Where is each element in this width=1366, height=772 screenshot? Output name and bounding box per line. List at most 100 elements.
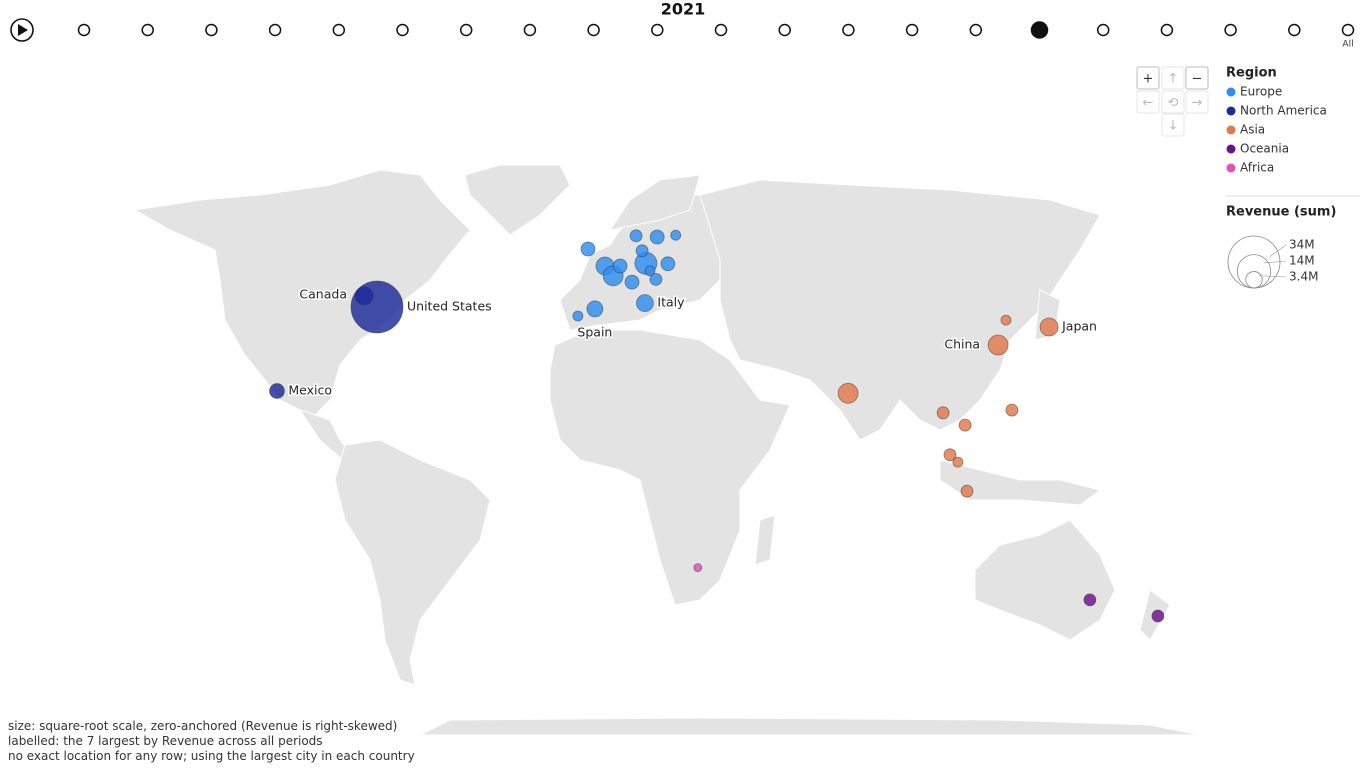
timeline-step[interactable] bbox=[1288, 23, 1301, 37]
legend-label: Asia bbox=[1240, 123, 1265, 137]
bubble[interactable] bbox=[649, 272, 663, 286]
timeline-step[interactable] bbox=[332, 23, 346, 37]
legend-swatch bbox=[1226, 144, 1236, 154]
timeline-step[interactable] bbox=[1224, 23, 1237, 37]
bubble[interactable] bbox=[1005, 403, 1019, 417]
bubble[interactable] bbox=[936, 406, 950, 420]
timeline-step[interactable] bbox=[905, 23, 919, 37]
zoom-controls: + ↑ − ← ⟲ → ↓ bbox=[1136, 66, 1209, 137]
size-legend-leader bbox=[1258, 275, 1287, 278]
bubble[interactable] bbox=[958, 418, 972, 432]
bubble[interactable] bbox=[624, 274, 640, 290]
bubble[interactable] bbox=[1000, 314, 1012, 326]
control-icon: ↓ bbox=[1168, 119, 1179, 134]
timeline-step[interactable] bbox=[587, 23, 600, 37]
control-icon: ← bbox=[1143, 96, 1154, 111]
control-icon: ↑ bbox=[1168, 72, 1179, 87]
legend: Europe North America Asia Oceania Africa bbox=[1226, 85, 1327, 175]
legend-label: Africa bbox=[1240, 161, 1274, 175]
legend-swatch bbox=[1226, 125, 1236, 135]
bubble[interactable] bbox=[1039, 317, 1059, 337]
bubble[interactable] bbox=[612, 258, 628, 274]
land bbox=[754, 514, 776, 566]
timeline-step[interactable] bbox=[1160, 23, 1174, 37]
bubble[interactable] bbox=[960, 484, 974, 498]
timeline-step[interactable] bbox=[205, 23, 218, 37]
control-button[interactable] bbox=[1136, 90, 1160, 114]
timeline-step[interactable] bbox=[1096, 23, 1110, 37]
bubble-label: Canada bbox=[299, 286, 347, 301]
timeline-step[interactable] bbox=[842, 23, 855, 37]
timeline-step[interactable] bbox=[1030, 21, 1049, 39]
timeline-step[interactable] bbox=[714, 23, 728, 37]
control-button[interactable] bbox=[1185, 90, 1209, 114]
bubble-label: Spain bbox=[577, 324, 612, 339]
size-legend-label: 14M bbox=[1289, 254, 1315, 268]
bubble[interactable] bbox=[354, 286, 374, 306]
bubble-label: Mexico bbox=[288, 383, 332, 398]
control-button[interactable] bbox=[1161, 113, 1185, 137]
control-button[interactable] bbox=[1136, 66, 1160, 90]
basemap bbox=[133, 164, 1201, 736]
legend-swatch bbox=[1226, 163, 1236, 173]
timeline-step[interactable] bbox=[969, 23, 983, 37]
size-legend-leader bbox=[1269, 244, 1287, 258]
land bbox=[549, 329, 791, 606]
note: size: square-root scale, zero-anchored (… bbox=[8, 719, 397, 733]
bubble[interactable] bbox=[837, 382, 859, 404]
timeline-step[interactable] bbox=[1341, 23, 1355, 37]
bubble[interactable] bbox=[1151, 609, 1165, 623]
control-button[interactable] bbox=[1161, 66, 1185, 90]
control-icon: ⟲ bbox=[1168, 96, 1179, 111]
bubble[interactable] bbox=[649, 229, 665, 245]
control-icon: − bbox=[1192, 72, 1203, 87]
timeline-step[interactable] bbox=[396, 23, 409, 37]
bubble[interactable] bbox=[572, 310, 584, 322]
bubble[interactable] bbox=[635, 244, 649, 258]
timeline-step[interactable] bbox=[778, 23, 791, 37]
size-legend-circle bbox=[1245, 271, 1263, 289]
legend-label: North America bbox=[1240, 104, 1327, 118]
bubble[interactable] bbox=[952, 456, 964, 468]
bubble[interactable] bbox=[644, 265, 656, 277]
bubble-label: United States bbox=[407, 299, 492, 314]
size-legend-label: 34M bbox=[1289, 238, 1315, 252]
bubble[interactable] bbox=[670, 229, 682, 241]
timeline-current: 2021 bbox=[661, 0, 706, 19]
timeline-step[interactable] bbox=[268, 23, 282, 37]
land bbox=[974, 519, 1116, 641]
bubble-label: Italy bbox=[657, 295, 685, 310]
note: labelled: the 7 largest by Revenue acros… bbox=[8, 734, 323, 748]
bubble-label: China bbox=[944, 337, 980, 352]
size-legend: 34M 14M 3.4M bbox=[1227, 235, 1318, 289]
control-button[interactable] bbox=[1185, 66, 1209, 90]
land bbox=[464, 164, 571, 236]
bubble[interactable] bbox=[1083, 593, 1097, 607]
bubble[interactable] bbox=[987, 334, 1009, 356]
timeline-step[interactable] bbox=[141, 23, 154, 37]
timeline bbox=[77, 21, 1355, 39]
play-button[interactable] bbox=[10, 18, 34, 42]
bubble[interactable] bbox=[943, 448, 957, 462]
timeline-step[interactable] bbox=[651, 23, 664, 37]
note: no exact location for any row; using the… bbox=[8, 749, 415, 763]
land bbox=[133, 169, 471, 416]
timeline-step[interactable] bbox=[77, 23, 91, 37]
bubble[interactable] bbox=[636, 294, 654, 312]
bubble[interactable] bbox=[660, 256, 676, 272]
timeline-step[interactable] bbox=[459, 23, 473, 37]
land bbox=[939, 459, 1102, 506]
control-button[interactable] bbox=[1161, 90, 1185, 114]
bubble[interactable] bbox=[269, 383, 285, 399]
land bbox=[608, 174, 701, 231]
legend-label: Oceania bbox=[1240, 142, 1289, 156]
bubble[interactable] bbox=[586, 300, 604, 318]
bubble[interactable] bbox=[580, 241, 596, 257]
bubble-label: Japan bbox=[1061, 319, 1097, 334]
size-legend-label: 3.4M bbox=[1289, 270, 1318, 284]
bubble[interactable] bbox=[693, 563, 703, 572]
timeline-step[interactable] bbox=[523, 23, 537, 37]
bubble[interactable] bbox=[629, 229, 643, 243]
